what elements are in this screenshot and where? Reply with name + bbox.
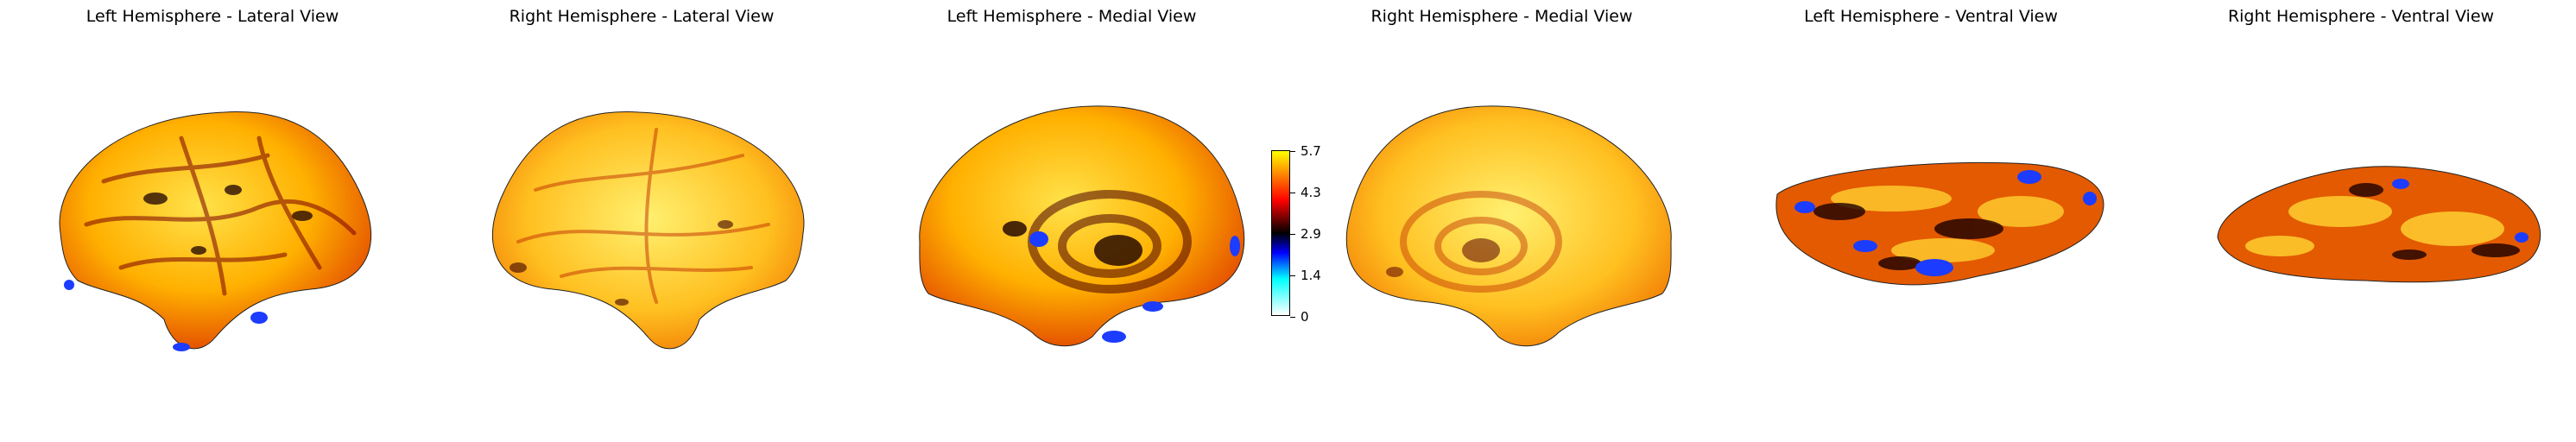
colorbar <box>1271 150 1290 316</box>
colorbar-tick-label: 2.9 <box>1290 226 1321 242</box>
panel-title-right-lateral: Right Hemisphere - Lateral View <box>509 7 775 26</box>
colorbar-tick-label: 0 <box>1290 309 1309 325</box>
brain-right-medial <box>1345 105 1672 347</box>
panel-title-left-medial: Left Hemisphere - Medial View <box>946 7 1197 26</box>
brain-right-lateral <box>491 111 805 350</box>
panel-title-left-lateral: Left Hemisphere - Lateral View <box>85 7 339 26</box>
panel-title-right-medial: Right Hemisphere - Medial View <box>1370 7 1633 26</box>
panel-title-right-ventral: Right Hemisphere - Ventral View <box>2227 7 2495 26</box>
colorbar-tick-label: 1.4 <box>1290 268 1321 283</box>
brain-left-medial <box>919 105 1245 347</box>
colorbar-tick-label: 4.3 <box>1290 185 1321 200</box>
brain-left-ventral <box>1775 161 2104 286</box>
brain-right-ventral <box>2217 166 2541 283</box>
panel-title-left-ventral: Left Hemisphere - Ventral View <box>1804 7 2058 26</box>
colorbar-tick-label: 5.7 <box>1290 143 1321 159</box>
brain-left-lateral <box>59 111 372 351</box>
